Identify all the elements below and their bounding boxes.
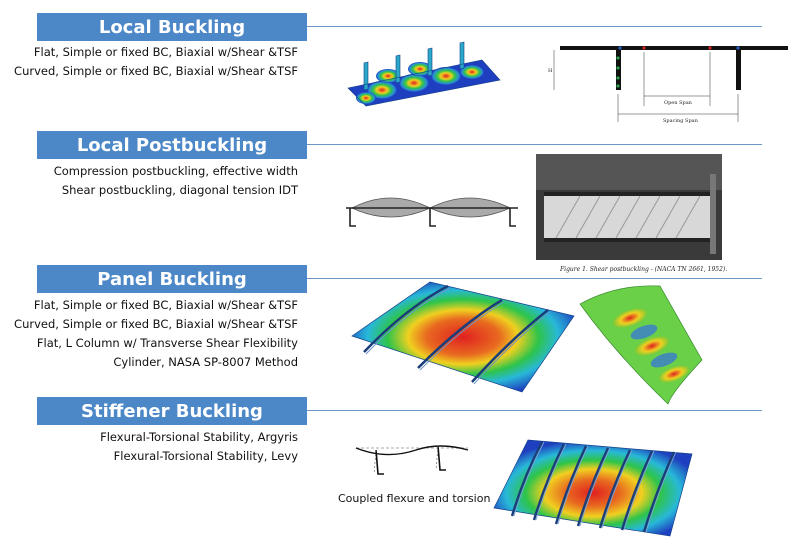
item-text: Flexural-Torsional Stability, Levy xyxy=(113,449,298,463)
section-rule xyxy=(307,410,762,411)
section-items-local-postbuckling: Compression postbuckling, effective widt… xyxy=(0,162,298,200)
item-text: Flat, L Column w/ Transverse Shear Flexi… xyxy=(36,336,298,350)
section-banner-local-buckling: Local Buckling xyxy=(37,13,307,41)
photo-caption: Figure 1. Shear postbuckling - (NACA TN … xyxy=(560,266,728,273)
item-text: Flat, Simple or fixed BC, Biaxial w/Shea… xyxy=(33,298,298,312)
fea-curved-panel-plot xyxy=(579,285,703,405)
height-label: H xyxy=(548,68,553,74)
section-items-stiffener-buckling: Flexural-Torsional Stability, Argyris Fl… xyxy=(0,428,298,466)
section-rule xyxy=(307,278,762,279)
item-text: Compression postbuckling, effective widt… xyxy=(53,164,298,178)
item-text: Flexural-Torsional Stability, Argyris xyxy=(100,430,298,444)
item-text: Curved, Simple or fixed BC, Biaxial w/Sh… xyxy=(14,317,298,331)
flexure-torsion-sketch xyxy=(355,445,469,475)
postbuckling-skin-sketch xyxy=(346,197,518,227)
stiffener-cross-section-schematic: H Open Span Spacing Span xyxy=(548,46,788,124)
section-rule xyxy=(307,26,762,27)
section-items-panel-buckling: Flat, Simple or fixed BC, Biaxial w/Shea… xyxy=(0,296,298,372)
section-items-local-buckling: Flat, Simple or fixed BC, Biaxial w/Shea… xyxy=(0,43,298,81)
section-rule xyxy=(307,144,762,145)
item-text: Flat, Simple or fixed BC, Biaxial w/Shea… xyxy=(33,45,298,59)
shear-postbuckling-photo xyxy=(536,154,722,260)
section-banner-local-postbuckling: Local Postbuckling xyxy=(37,131,307,159)
section-banner-stiffener-buckling: Stiffener Buckling xyxy=(37,397,307,425)
coupled-flexure-label: Coupled flexure and torsion xyxy=(338,492,491,505)
item-text: Curved, Simple or fixed BC, Biaxial w/Sh… xyxy=(14,64,298,78)
section-banner-panel-buckling: Panel Buckling xyxy=(37,265,307,293)
open-span-label: Open Span xyxy=(664,100,693,106)
fea-local-buckling-plot xyxy=(347,41,501,107)
item-text: Shear postbuckling, diagonal tension IDT xyxy=(61,183,298,197)
fea-panel-buckling-plot xyxy=(351,281,575,393)
fea-stiffener-buckling-plot xyxy=(493,439,693,537)
spacing-span-label: Spacing Span xyxy=(663,118,699,124)
item-text: Cylinder, NASA SP-8007 Method xyxy=(113,355,298,369)
